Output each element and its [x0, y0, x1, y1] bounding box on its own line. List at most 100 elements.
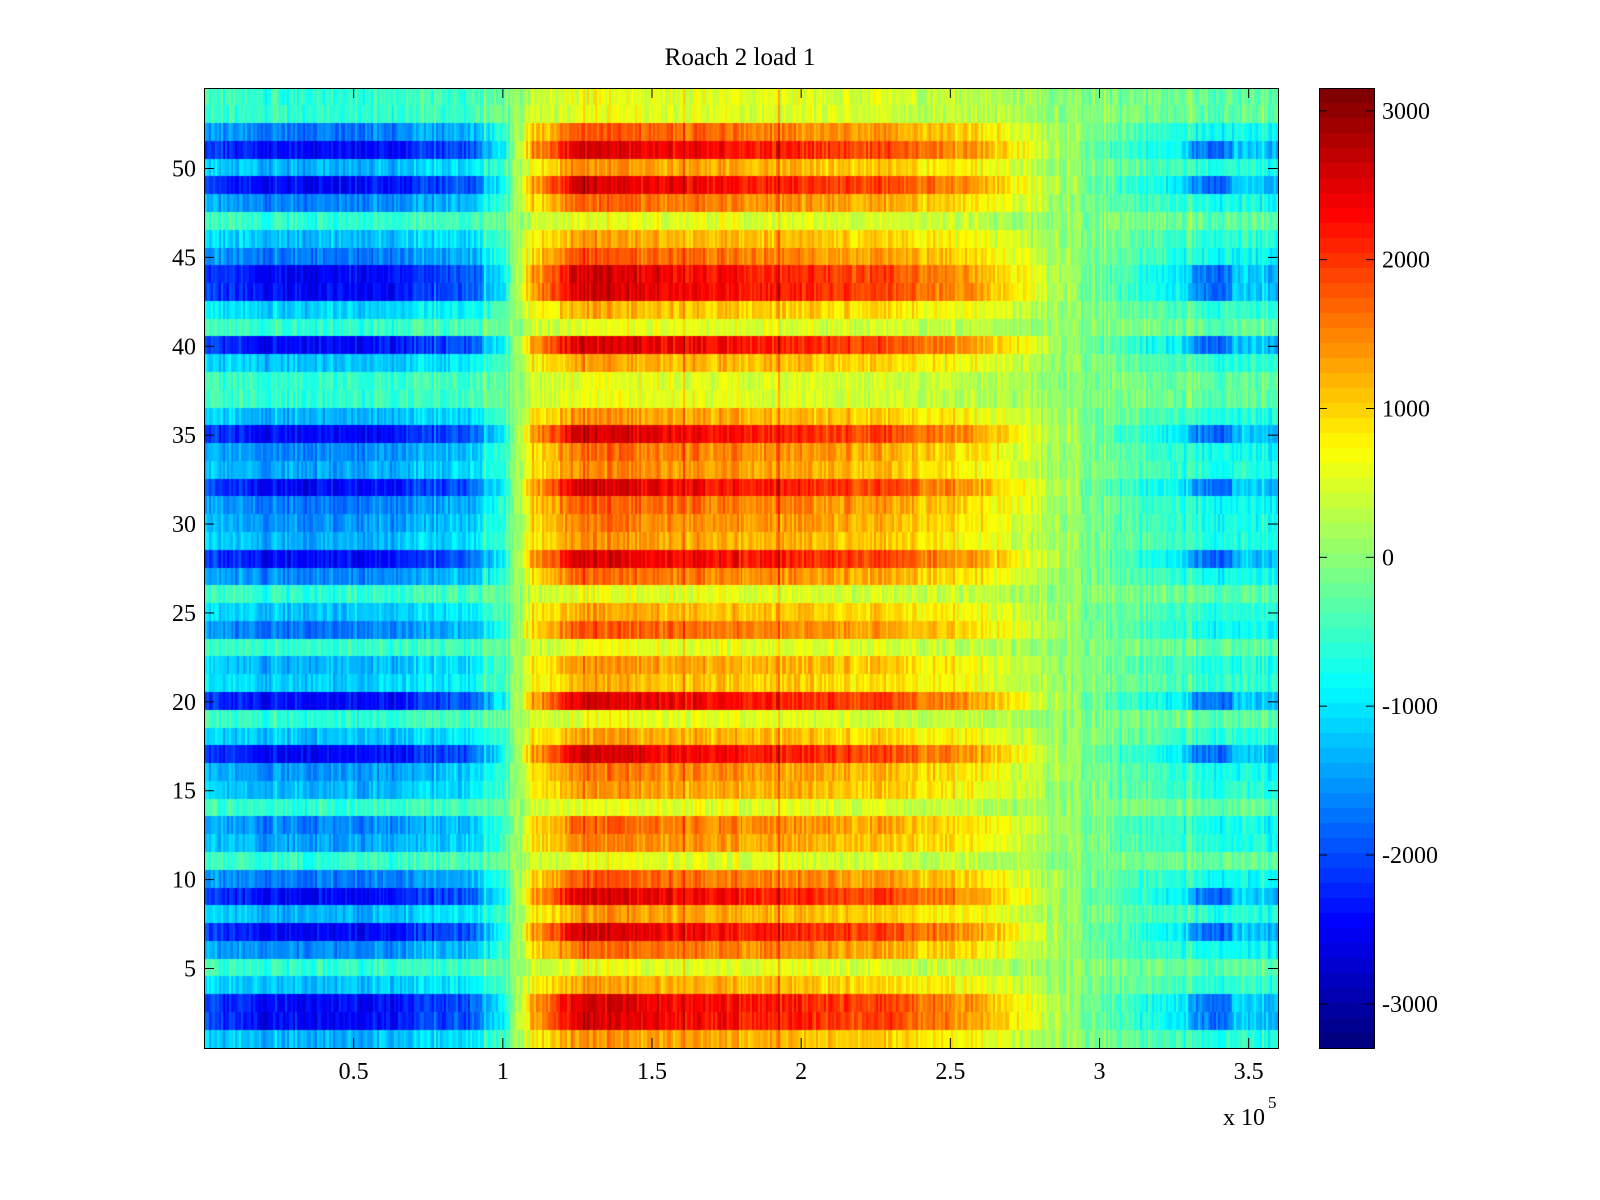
colorbar-swatch — [1319, 628, 1374, 644]
chart-title: Roach 2 load 1 — [665, 44, 816, 71]
colorbar-swatch — [1319, 1018, 1374, 1034]
colorbar-swatch — [1319, 733, 1374, 749]
colorbar-swatch — [1319, 118, 1374, 134]
y-tick-label: 35 — [172, 423, 196, 449]
colorbar — [1319, 88, 1374, 1049]
plot-frame — [204, 88, 1279, 1049]
colorbar-swatch — [1319, 928, 1374, 944]
colorbar-swatch — [1319, 718, 1374, 734]
heatmap-cells — [204, 88, 1278, 1048]
colorbar-swatch — [1319, 568, 1374, 584]
colorbar-swatch — [1319, 193, 1374, 209]
colorbar-swatch — [1319, 943, 1374, 959]
colorbar-swatch — [1319, 898, 1374, 914]
colorbar-swatch — [1319, 223, 1374, 239]
colorbar-swatch — [1319, 508, 1374, 524]
colorbar-swatch — [1319, 493, 1374, 509]
colorbar-swatch — [1319, 613, 1374, 629]
colorbar-swatch — [1319, 658, 1374, 674]
y-axis: 5 10 15 20 25 30 35 40 45 50 — [172, 157, 1278, 983]
colorbar-swatch — [1319, 343, 1374, 359]
colorbar-tick-label: 2000 — [1382, 248, 1430, 274]
colorbar-tick-label: 1000 — [1382, 397, 1430, 423]
colorbar-swatch — [1319, 88, 1374, 104]
x-tick-label: 1.5 — [637, 1059, 667, 1085]
colorbar-swatch — [1319, 883, 1374, 899]
colorbar-swatch — [1319, 163, 1374, 179]
y-tick-label: 30 — [172, 512, 196, 538]
colorbar-swatch — [1319, 133, 1374, 149]
colorbar-axis: 3000 2000 1000 0 -1000 -2000 -3000 — [1319, 99, 1438, 1018]
y-tick-label: 50 — [172, 157, 196, 183]
colorbar-swatch — [1319, 523, 1374, 539]
colorbar-swatch — [1319, 823, 1374, 839]
x-axis: 0.5 1 1.5 2 2.5 3 3.5 — [339, 88, 1264, 1085]
x-tick-label: 0.5 — [339, 1059, 369, 1085]
colorbar-swatch — [1319, 238, 1374, 254]
colorbar-swatch — [1319, 868, 1374, 884]
y-tick-label: 25 — [172, 601, 196, 627]
heatmap-plot-area — [204, 88, 1278, 1048]
colorbar-swatch — [1319, 313, 1374, 329]
colorbar-swatch — [1319, 643, 1374, 659]
colorbar-swatch — [1319, 463, 1374, 479]
colorbar-swatch — [1319, 583, 1374, 599]
colorbar-swatch — [1319, 178, 1374, 194]
colorbar-swatch — [1319, 298, 1374, 314]
colorbar-tick-label: -1000 — [1382, 694, 1438, 720]
colorbar-swatch — [1319, 208, 1374, 224]
colorbar-swatch — [1319, 253, 1374, 269]
y-tick-label: 15 — [172, 779, 196, 805]
x-tick-label: 1 — [497, 1059, 509, 1085]
colorbar-swatch — [1319, 598, 1374, 614]
colorbar-swatch — [1319, 838, 1374, 854]
colorbar-swatch — [1319, 913, 1374, 929]
colorbar-swatch — [1319, 808, 1374, 824]
colorbar-swatch — [1319, 388, 1374, 404]
colorbar-swatch — [1319, 1033, 1374, 1049]
colorbar-tick-label: 0 — [1382, 545, 1394, 571]
colorbar-swatch — [1319, 448, 1374, 464]
x-axis-exponent: x 10 5 — [1223, 1093, 1277, 1131]
x-exponent-base: x 10 — [1223, 1105, 1265, 1131]
colorbar-swatch — [1319, 778, 1374, 794]
x-tick-label: 2 — [795, 1059, 807, 1085]
colorbar-swatch — [1319, 403, 1374, 419]
colorbar-swatch — [1319, 673, 1374, 689]
y-tick-label: 40 — [172, 334, 196, 360]
colorbar-swatch — [1319, 433, 1374, 449]
colorbar-tick-label: -2000 — [1382, 843, 1438, 869]
colorbar-swatch — [1319, 148, 1374, 164]
colorbar-tick-label: 3000 — [1382, 99, 1430, 125]
colorbar-swatch — [1319, 418, 1374, 434]
x-tick-label: 2.5 — [935, 1059, 965, 1085]
colorbar-swatch — [1319, 988, 1374, 1004]
colorbar-swatch — [1319, 973, 1374, 989]
colorbar-swatch — [1319, 763, 1374, 779]
colorbar-swatch — [1319, 103, 1374, 119]
colorbar-swatch — [1319, 703, 1374, 719]
colorbar-swatch — [1319, 1003, 1374, 1019]
x-exponent-power: 5 — [1268, 1093, 1277, 1112]
colorbar-swatch — [1319, 688, 1374, 704]
x-tick-label: 3.5 — [1234, 1059, 1264, 1085]
y-tick-label: 20 — [172, 690, 196, 716]
colorbar-swatch — [1319, 538, 1374, 554]
colorbar-swatch — [1319, 478, 1374, 494]
colorbar-swatch — [1319, 373, 1374, 389]
colorbar-frame — [1319, 88, 1375, 1049]
colorbar-swatch — [1319, 853, 1374, 869]
colorbar-swatch — [1319, 358, 1374, 374]
colorbar-tick-label: -3000 — [1382, 992, 1438, 1018]
y-tick-label: 45 — [172, 245, 196, 271]
colorbar-swatch — [1319, 793, 1374, 809]
colorbar-swatch — [1319, 328, 1374, 344]
colorbar-swatch — [1319, 748, 1374, 764]
colorbar-swatch — [1319, 268, 1374, 284]
colorbar-swatch — [1319, 553, 1374, 569]
x-tick-label: 3 — [1094, 1059, 1106, 1085]
y-tick-label: 5 — [184, 957, 196, 983]
colorbar-swatch — [1319, 958, 1374, 974]
colorbar-swatch — [1319, 283, 1374, 299]
